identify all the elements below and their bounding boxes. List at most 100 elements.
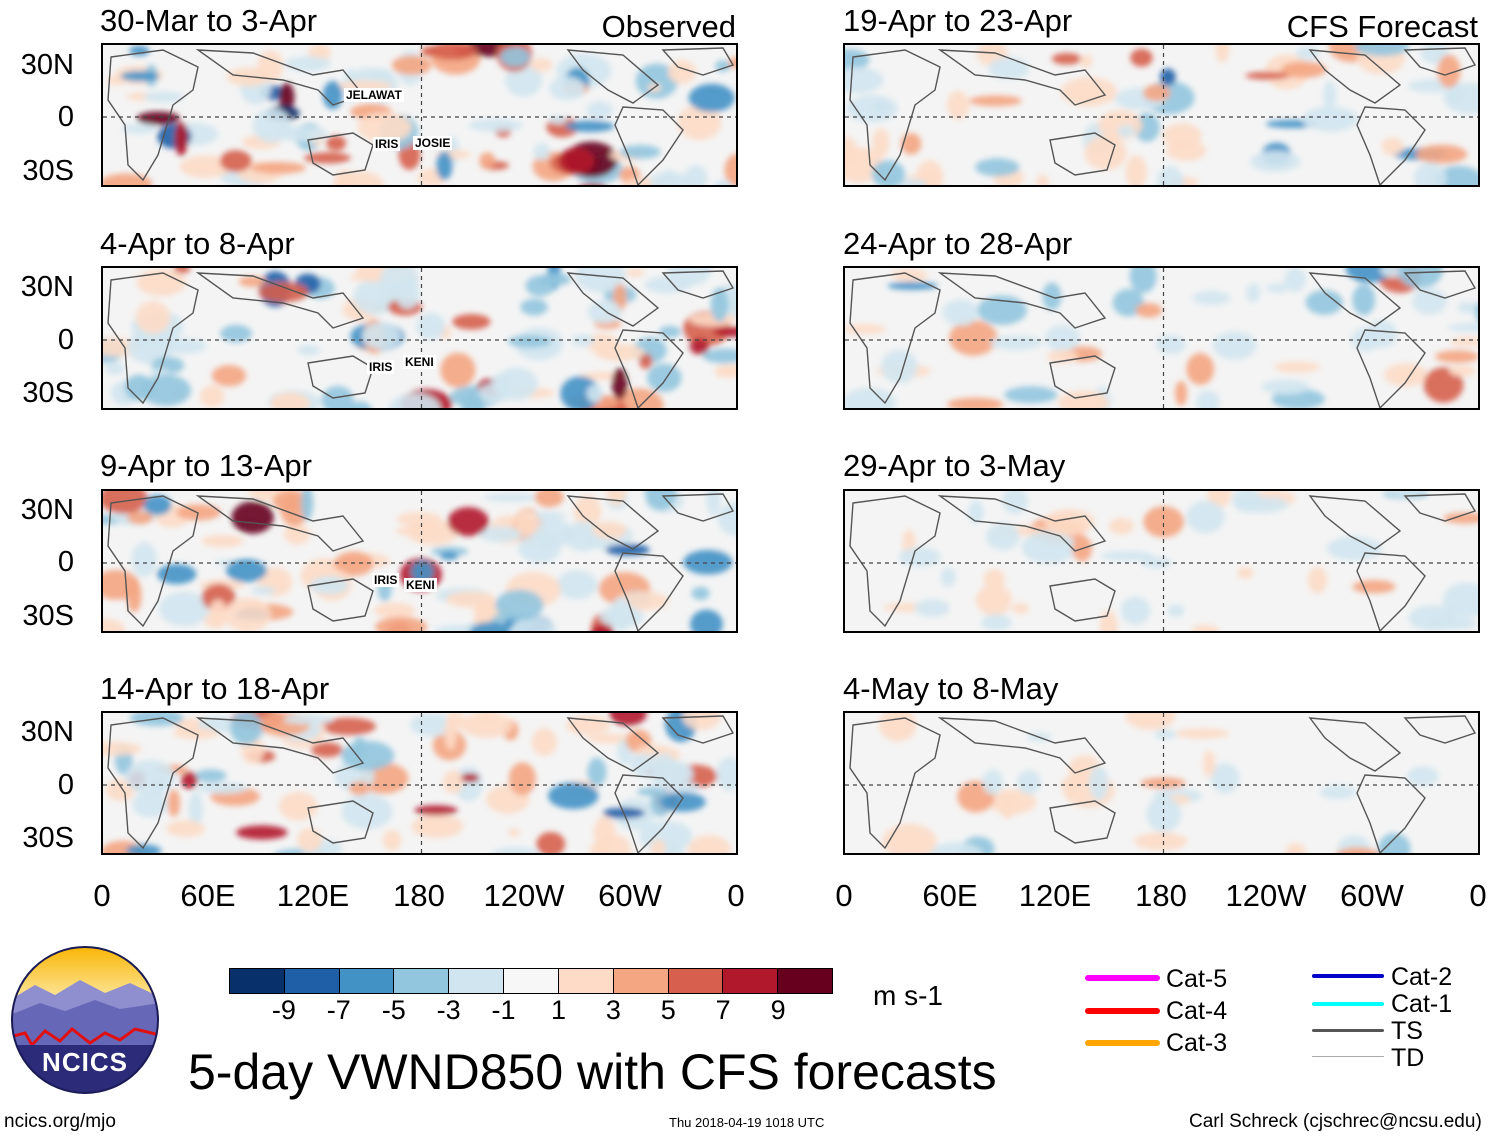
colorbar-tick-label: -5 bbox=[381, 995, 406, 1025]
lon-label-0: 0 bbox=[93, 878, 111, 913]
coastline bbox=[195, 495, 365, 552]
anomaly-field bbox=[845, 713, 1478, 853]
logo-text: NCICS bbox=[42, 1047, 128, 1077]
coastline bbox=[1308, 495, 1402, 550]
panel-title-2: 4-Apr to 8-Apr bbox=[100, 226, 295, 261]
coastline bbox=[661, 493, 735, 522]
lat-label-30n: 30N bbox=[20, 494, 74, 526]
coastline bbox=[195, 717, 365, 774]
coastline bbox=[1403, 47, 1477, 76]
anomaly-field bbox=[103, 713, 736, 853]
colorbar-tick-label: 1 bbox=[550, 995, 566, 1025]
coastline bbox=[937, 495, 1107, 552]
lon-label-0: 0 bbox=[1469, 878, 1487, 913]
lat-label-30s: 30S bbox=[22, 600, 74, 632]
legend-swatch-cat4 bbox=[1085, 1008, 1160, 1014]
map-panel-forecast-1 bbox=[843, 43, 1480, 187]
footer-timestamp: Thu 2018-04-19 1018 UTC bbox=[669, 1115, 825, 1130]
anomaly-field bbox=[845, 268, 1478, 408]
anomaly-field bbox=[845, 491, 1478, 631]
map-panel-forecast-4 bbox=[843, 711, 1480, 855]
anomaly-field bbox=[845, 45, 1478, 185]
lon-label-180: 180 bbox=[1135, 878, 1187, 913]
coastline bbox=[614, 329, 684, 408]
colorbar-tick-label: 7 bbox=[715, 995, 731, 1025]
storm-label-iris: IRIS bbox=[367, 360, 395, 374]
colorbar-tick-label: 9 bbox=[770, 995, 786, 1025]
lon-label-180: 180 bbox=[393, 878, 445, 913]
lon-label-60e: 60E bbox=[180, 878, 236, 913]
coastline bbox=[566, 49, 660, 104]
lat-label-0: 0 bbox=[57, 324, 74, 356]
colorbar-swatch bbox=[777, 969, 832, 993]
lat-label-30n: 30N bbox=[20, 271, 74, 303]
legend-swatch-cat1 bbox=[1312, 1002, 1384, 1006]
coastline bbox=[1308, 49, 1402, 104]
panel-title-8: 4-May to 8-May bbox=[843, 671, 1059, 706]
coastline bbox=[849, 272, 941, 405]
colorbar-swatch bbox=[612, 969, 668, 993]
lon-label-0: 0 bbox=[727, 878, 745, 913]
coastline bbox=[1049, 132, 1116, 176]
coastline bbox=[614, 106, 684, 185]
footer-author: Carl Schreck (cjschrec@ncsu.edu) bbox=[1189, 1111, 1482, 1132]
legend-label-td: TD bbox=[1391, 1044, 1425, 1072]
coastline bbox=[1356, 774, 1426, 853]
coastline bbox=[1049, 578, 1116, 622]
coastline bbox=[307, 800, 374, 844]
coastline bbox=[1356, 329, 1426, 408]
legend-label-cat1: Cat-1 bbox=[1391, 990, 1453, 1018]
coastline bbox=[1308, 717, 1402, 772]
coastline bbox=[307, 578, 374, 622]
footer-url[interactable]: ncics.org/mjo bbox=[4, 1111, 116, 1132]
coastline bbox=[614, 552, 684, 631]
coastline bbox=[661, 715, 735, 744]
lon-label-60w: 60W bbox=[1340, 878, 1404, 913]
legend-label-cat4: Cat-4 bbox=[1166, 997, 1228, 1025]
panel-title-7: 29-Apr to 3-May bbox=[843, 448, 1066, 483]
colorbar-tick-label: 3 bbox=[605, 995, 621, 1025]
colorbar-tick-label: -9 bbox=[271, 995, 296, 1025]
colorbar-swatch bbox=[667, 969, 723, 993]
coastline bbox=[195, 272, 365, 329]
storm-label-keni: KENI bbox=[404, 578, 437, 592]
coastline bbox=[1308, 272, 1402, 327]
anomaly-field bbox=[103, 491, 736, 631]
lon-label-0: 0 bbox=[835, 878, 853, 913]
map-panel-observed-3 bbox=[101, 489, 738, 633]
panel-title-6: 24-Apr to 28-Apr bbox=[843, 226, 1073, 261]
legend-swatch-cat3 bbox=[1085, 1040, 1160, 1046]
coastline bbox=[937, 49, 1107, 106]
legend-label-cat2: Cat-2 bbox=[1391, 963, 1453, 991]
coastline bbox=[566, 495, 660, 550]
anomaly-field bbox=[103, 45, 736, 185]
colorbar-swatch bbox=[230, 969, 284, 993]
map-panel-observed-1 bbox=[101, 43, 738, 187]
lon-label-120e: 120E bbox=[1018, 878, 1092, 913]
lat-label-30s: 30S bbox=[22, 377, 74, 409]
ncics-logo: NCICS bbox=[10, 945, 160, 1095]
coastline bbox=[566, 717, 660, 772]
cfs-forecast-label: CFS Forecast bbox=[1286, 9, 1478, 44]
legend-swatch-cat2 bbox=[1312, 974, 1384, 978]
coastline bbox=[937, 717, 1107, 774]
lon-label-60w: 60W bbox=[598, 878, 662, 913]
lon-label-120w: 120W bbox=[1225, 878, 1307, 913]
coastline bbox=[661, 47, 735, 76]
panel-title-5: 19-Apr to 23-Apr bbox=[843, 3, 1073, 38]
colorbar-tick-label: 5 bbox=[660, 995, 676, 1025]
storm-label-iris: IRIS bbox=[373, 137, 401, 151]
legend-swatch-td bbox=[1312, 1056, 1384, 1057]
map-panel-forecast-3 bbox=[843, 489, 1480, 633]
coastline bbox=[661, 270, 735, 299]
colorbar bbox=[229, 968, 833, 994]
main-title: 5-day VWND850 with CFS forecasts bbox=[188, 1044, 997, 1100]
colorbar-tick-label: -1 bbox=[491, 995, 516, 1025]
lat-label-30s: 30S bbox=[22, 155, 74, 187]
storm-label-iris: IRIS bbox=[372, 573, 400, 587]
panel-title-4: 14-Apr to 18-Apr bbox=[100, 671, 330, 706]
coastline bbox=[1403, 715, 1477, 744]
lon-label-60e: 60E bbox=[922, 878, 978, 913]
colorbar-swatch bbox=[557, 969, 613, 993]
legend-label-ts: TS bbox=[1391, 1017, 1423, 1045]
